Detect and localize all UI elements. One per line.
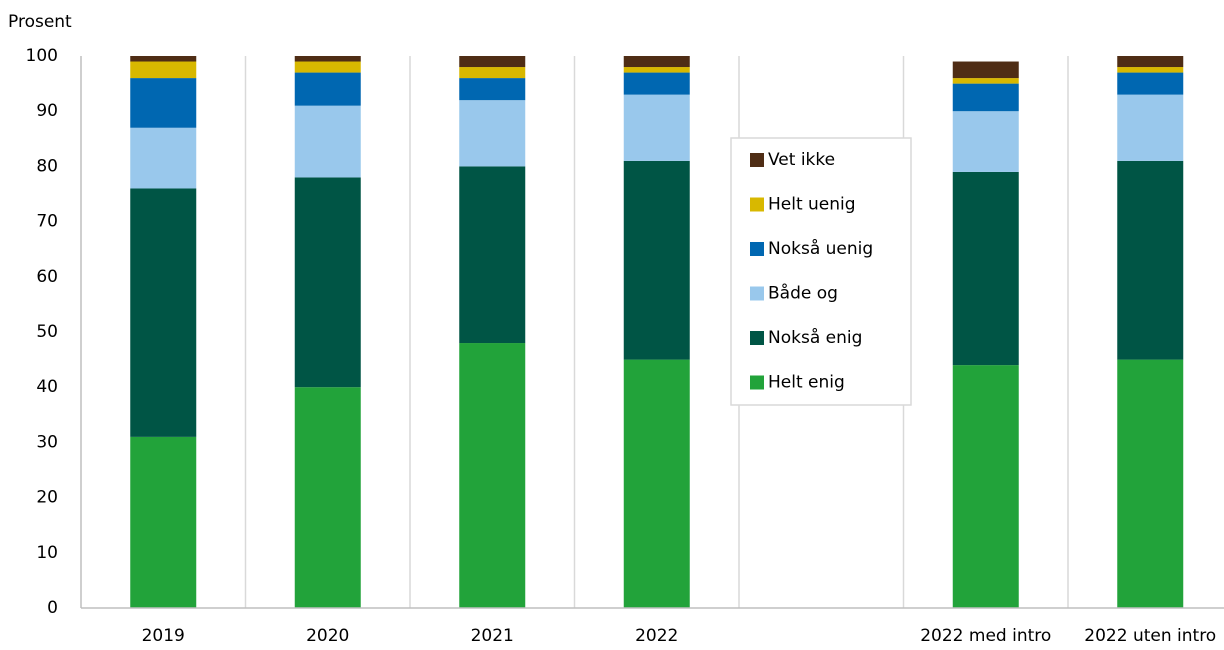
legend-label: Helt enig xyxy=(768,373,845,393)
bar-segment xyxy=(623,94,690,161)
bar-segment xyxy=(459,67,526,79)
x-tick-label: 2019 xyxy=(142,626,185,646)
y-tick-label: 60 xyxy=(36,267,58,287)
bar-segment xyxy=(623,72,690,95)
bar-segment xyxy=(623,67,690,73)
bar-segment xyxy=(130,436,197,608)
bar-segment xyxy=(130,127,197,189)
y-tick-label: 50 xyxy=(36,322,58,342)
legend-label: Nokså uenig xyxy=(768,238,873,259)
bar-segment xyxy=(1117,359,1184,608)
y-tick-label: 40 xyxy=(36,377,58,397)
y-axis-label: Prosent xyxy=(8,12,72,32)
x-tick-label: 2020 xyxy=(306,626,349,646)
bar-segment xyxy=(623,56,690,68)
bar-segment xyxy=(952,171,1019,366)
bar-segment xyxy=(130,188,197,437)
legend-label: Både og xyxy=(768,283,838,304)
bar-segment xyxy=(459,100,526,167)
y-tick-label: 20 xyxy=(36,488,58,508)
y-tick-label: 70 xyxy=(36,212,58,232)
bar-segment xyxy=(459,78,526,101)
y-tick-label: 90 xyxy=(36,101,58,121)
bar-segment xyxy=(294,387,361,608)
bar-segment xyxy=(459,56,526,68)
y-tick-label: 80 xyxy=(36,156,58,176)
legend-swatch xyxy=(750,242,764,256)
legend-swatch xyxy=(750,286,764,301)
y-tick-label: 30 xyxy=(36,432,58,452)
y-tick-label: 100 xyxy=(26,46,58,66)
bar-segment xyxy=(952,365,1019,608)
x-tick-label: 2021 xyxy=(471,626,514,646)
bar-segment xyxy=(1117,72,1184,95)
legend: Vet ikke Helt uenig Nokså uenig Både og Noks… xyxy=(730,137,912,406)
bar-segment xyxy=(952,78,1019,84)
legend-swatch xyxy=(750,375,764,390)
bar-segment xyxy=(459,166,526,344)
bar-segment xyxy=(294,72,361,106)
x-tick-label: 2022 xyxy=(635,626,678,646)
bar-segment xyxy=(130,61,197,79)
bar-segment xyxy=(294,61,361,73)
bar-segment xyxy=(130,78,197,128)
y-tick-label: 10 xyxy=(36,543,58,563)
legend-label: Nokså enig xyxy=(768,327,862,348)
y-tick-label: 0 xyxy=(47,598,58,618)
x-tick-label: 2022 uten intro xyxy=(1084,626,1216,646)
bar-segment xyxy=(952,111,1019,172)
bar-segment xyxy=(130,56,197,62)
bar-segment xyxy=(459,343,526,608)
legend-box xyxy=(730,137,912,406)
legend-label: Vet ikke xyxy=(768,150,835,170)
bar-segment xyxy=(1117,94,1184,161)
legend-label: Helt uenig xyxy=(768,195,856,215)
bar-segment xyxy=(952,83,1019,112)
bar-segment xyxy=(1117,160,1184,360)
legend-swatch xyxy=(750,197,764,212)
legend-swatch xyxy=(750,331,764,345)
bar-segment xyxy=(294,56,361,62)
x-tick-label: 2022 med intro xyxy=(920,626,1051,646)
bar-segment xyxy=(623,160,690,360)
legend-swatch xyxy=(750,153,764,167)
bar-segment xyxy=(1117,56,1184,68)
bar-segment xyxy=(952,61,1019,79)
bar-segment xyxy=(294,177,361,388)
bar-segment xyxy=(623,359,690,608)
bar-segment xyxy=(1117,67,1184,73)
bar-segment xyxy=(294,105,361,178)
